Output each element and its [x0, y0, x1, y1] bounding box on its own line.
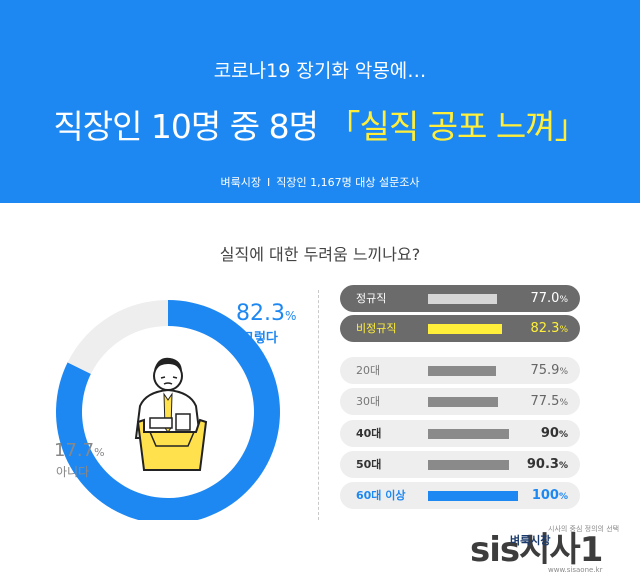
- source-org: 벼룩시장: [220, 176, 262, 189]
- bar-row-regular: 정규직 77.0%: [340, 285, 580, 312]
- header-subtitle: 코로나19 장기화 악몽에…: [213, 60, 427, 82]
- section-divider: [318, 290, 319, 520]
- source-desc: 직장인 1,167명 대상 설문조사: [276, 176, 420, 189]
- bar-value-label: 90.3%: [526, 457, 568, 472]
- bar-track: [428, 491, 518, 501]
- bar-fill: [428, 491, 518, 501]
- bar-value-label: 82.3%: [530, 321, 568, 336]
- bar-value-label: 75.9%: [530, 363, 568, 378]
- bar-category-label: 30대: [356, 395, 381, 408]
- watermark-url: www.sisaone.kr: [548, 566, 603, 574]
- bar-row-20s: 20대 75.9%: [340, 357, 580, 384]
- bar-category-label: 50대: [356, 458, 382, 471]
- bar-fill: [428, 294, 498, 304]
- donut-label-no-value: 17.7%: [54, 440, 105, 461]
- bar-fill: [428, 324, 503, 334]
- chart-question: 실직에 대한 두려움 느끼나요?: [219, 245, 421, 264]
- bar-track: [428, 366, 518, 376]
- header-title: 직장인 10명 중 8명 「실직 공포 느껴」: [0, 100, 640, 148]
- source-line: 벼룩시장 I 직장인 1,167명 대상 설문조사: [0, 174, 640, 190]
- bar-fill: [428, 397, 498, 407]
- donut-label-yes-value: 82.3%: [236, 301, 296, 326]
- bar-category-label: 40대: [356, 427, 382, 440]
- bar-track: [428, 460, 518, 470]
- bar-category-label: 60대 이상: [356, 489, 406, 502]
- watermark-slogan: 시사의 중심 정의의 선택: [548, 525, 620, 533]
- bar-value-label: 100%: [531, 488, 568, 503]
- bar-track: [428, 324, 518, 334]
- worried-worker-illustration: [134, 357, 208, 471]
- donut-label-yes-text: 그렇다: [242, 330, 278, 346]
- watermark-logo: sis시사1: [470, 530, 603, 570]
- bar-category-label: 20대: [356, 364, 381, 377]
- bar-track: [428, 294, 518, 304]
- bar-row-50s: 50대 90.3%: [340, 451, 580, 478]
- header-banner: 코로나19 장기화 악몽에… 직장인 10명 중 8명 「실직 공포 느껴」 벼…: [0, 0, 640, 203]
- bar-category-label: 비정규직: [356, 322, 397, 335]
- bar-row-nonregular: 비정규직 82.3%: [340, 315, 580, 342]
- brand-logo: 벼룩시장: [510, 534, 551, 547]
- bar-category-label: 정규직: [356, 292, 387, 305]
- bar-fill: [428, 366, 497, 376]
- donut-chart: 82.3% 그렇다 17.7% 아니다: [54, 300, 296, 520]
- title-main: 직장인 10명 중 8명: [53, 107, 319, 146]
- donut-slice-no: [67, 300, 168, 374]
- bar-value-label: 90%: [540, 426, 568, 441]
- bar-row-40s: 40대 90%: [340, 420, 580, 447]
- bar-row-30s: 30대 77.5%: [340, 388, 580, 415]
- bar-fill: [428, 460, 510, 470]
- donut-label-no-text: 아니다: [56, 465, 89, 479]
- bar-fill: [428, 429, 509, 439]
- bar-value-label: 77.5%: [530, 394, 568, 409]
- bar-track: [428, 429, 518, 439]
- bar-value-label: 77.0%: [530, 291, 568, 306]
- bar-track: [428, 397, 518, 407]
- bar-row-60s-plus: 60대 이상 100%: [340, 482, 580, 509]
- source-separator: I: [267, 176, 271, 189]
- title-highlight: 「실직 공포 느껴」: [327, 107, 587, 146]
- watermark: sis시사1 시사의 중심 정의의 선택 www.sisaone.kr: [470, 518, 640, 582]
